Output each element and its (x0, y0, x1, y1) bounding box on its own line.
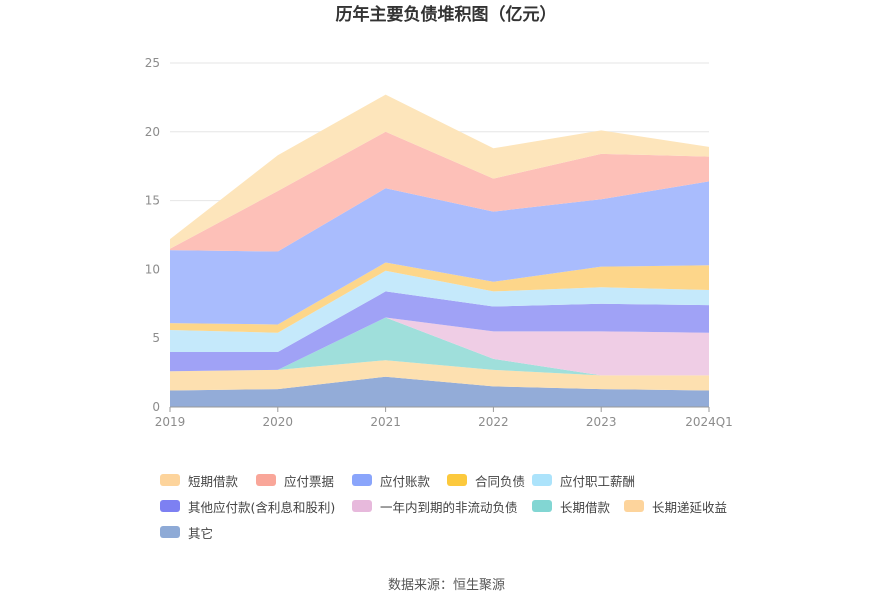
y-tick-label: 25 (145, 56, 160, 70)
legend-item[interactable]: 应付职工薪酬 (532, 470, 635, 490)
legend-label: 一年内到期的非流动负债 (380, 499, 518, 515)
legend-swatch (447, 474, 467, 486)
y-tick-label: 10 (145, 262, 160, 276)
legend-label: 短期借款 (188, 473, 239, 489)
legend-item[interactable]: 短期借款 (160, 470, 238, 490)
legend-swatch (532, 500, 552, 512)
legend-swatch (624, 500, 644, 512)
legend-item[interactable]: 长期借款 (532, 496, 610, 516)
legend-item[interactable]: 应付票据 (256, 470, 334, 490)
legend-swatch (256, 474, 276, 486)
legend-label: 长期递延收益 (652, 499, 728, 515)
x-tick-label: 2021 (370, 415, 401, 429)
legend-label: 应付账款 (380, 473, 431, 489)
axes: 0 5 10 15 20 25 2019 2020 2021 2022 2023 2024Q1 (145, 56, 733, 429)
y-tick-label: 0 (152, 400, 160, 414)
area-series-7 (170, 181, 709, 325)
x-tick-label: 2019 (155, 415, 186, 429)
area-series-0 (170, 376, 709, 407)
legend-swatch (352, 500, 372, 512)
data-source: 数据来源：恒生聚源 (387, 578, 505, 593)
area-series (170, 94, 709, 407)
legend-label: 其它 (188, 525, 214, 541)
chart-title: 历年主要负债堆积图（亿元） (336, 4, 557, 25)
legend-label: 长期借款 (560, 499, 611, 515)
legend-item[interactable]: 合同负债 (447, 470, 525, 490)
legend-item[interactable]: 其它 (160, 522, 213, 542)
legend-item[interactable]: 其他应付款(含利息和股利) (160, 496, 335, 516)
legend-swatch (160, 474, 180, 486)
legend-item[interactable]: 长期递延收益 (624, 496, 727, 516)
legend-swatch (160, 500, 180, 512)
legend-label: 其他应付款(含利息和股利) (188, 499, 336, 515)
area-series-4 (170, 291, 709, 372)
legend-swatch (532, 474, 552, 486)
legend-item[interactable]: 一年内到期的非流动负债 (352, 496, 518, 516)
area-series-2 (170, 317, 709, 376)
legend-label: 应付票据 (284, 473, 335, 489)
legend-item[interactable]: 应付账款 (352, 470, 430, 490)
legend-swatch (352, 474, 372, 486)
y-tick-label: 15 (145, 194, 160, 208)
legend-swatch (160, 526, 180, 538)
area-series-8 (170, 131, 709, 252)
x-tick-label: 2023 (586, 415, 617, 429)
legend-label: 应付职工薪酬 (560, 473, 636, 489)
x-tick-label: 2022 (478, 415, 509, 429)
x-tick-label: 2024Q1 (685, 415, 733, 429)
y-tick-label: 5 (152, 331, 160, 345)
area-series-1 (170, 360, 709, 391)
legend-label: 合同负债 (475, 473, 526, 489)
area-series-6 (170, 262, 709, 333)
y-tick-label: 20 (145, 125, 160, 139)
x-tick-label: 2020 (263, 415, 294, 429)
area-series-3 (170, 317, 709, 376)
area-series-9 (170, 94, 709, 249)
area-series-5 (170, 270, 709, 352)
